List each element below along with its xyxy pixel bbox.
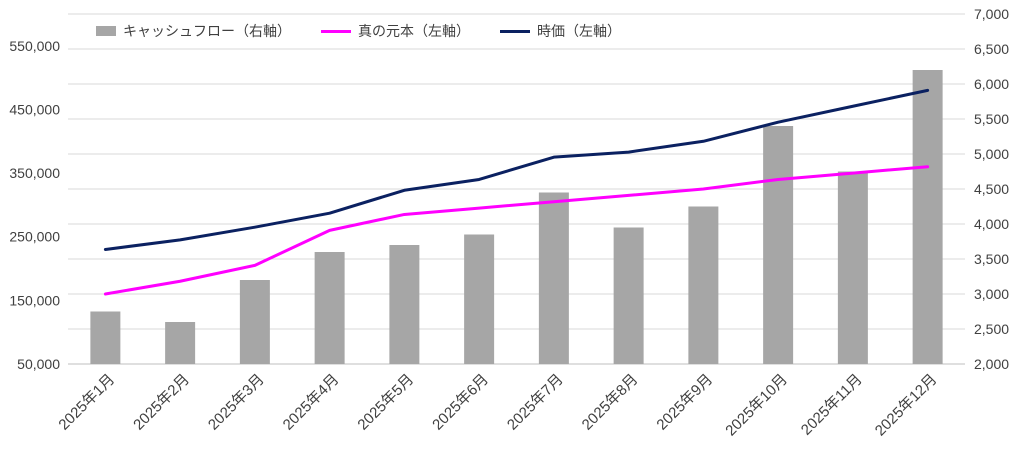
- left-axis-tick-label: 250,000: [9, 229, 60, 245]
- bar-cashflow: [912, 70, 943, 364]
- bar-cashflow: [613, 227, 644, 364]
- right-axis-tick-label: 4,000: [974, 216, 1009, 232]
- x-axis-tick-label: 2025年7月: [504, 371, 567, 434]
- bar-series-swatch: [96, 26, 116, 36]
- line-market-value: [103, 88, 930, 251]
- right-axis-tick-label: 5,000: [974, 146, 1009, 162]
- legend-label-market-value: 時価（左軸）: [537, 23, 621, 39]
- legend-item-true-principal: 真の元本（左軸）: [321, 21, 470, 41]
- bar-cashflow: [837, 171, 868, 364]
- legend-item-market-value: 時価（左軸）: [500, 21, 621, 41]
- right-axis-tick-label: 6,000: [974, 76, 1009, 92]
- bar-cashflow: [464, 234, 495, 364]
- x-axis-tick-label: 2025年4月: [280, 371, 343, 434]
- bar-cashflow: [165, 322, 196, 364]
- left-axis-tick-label: 450,000: [9, 101, 60, 117]
- right-axis-tick-label: 3,000: [974, 286, 1009, 302]
- bar-cashflow: [688, 206, 719, 364]
- line-series-swatch-market-value: [500, 29, 530, 33]
- x-axis-tick-label: 2025年8月: [579, 371, 642, 434]
- x-axis-tick-label: 2025年12月: [872, 371, 941, 440]
- right-axis-tick-label: 3,500: [974, 251, 1009, 267]
- x-axis-tick-label: 2025年2月: [130, 371, 193, 434]
- x-axis-tick-label: 2025年9月: [653, 371, 716, 434]
- bar-cashflow: [389, 245, 420, 364]
- x-axis-tick-label: 2025年1月: [55, 371, 118, 434]
- bar-cashflow: [90, 311, 121, 364]
- right-axis-tick-label: 2,000: [974, 356, 1009, 372]
- right-axis-tick-label: 4,500: [974, 181, 1009, 197]
- x-axis-tick-label: 2025年6月: [429, 371, 492, 434]
- line-true-principal: [103, 165, 930, 296]
- bar-cashflow: [239, 280, 270, 364]
- line-series-swatch-principal: [321, 29, 351, 33]
- right-axis-tick-label: 6,500: [974, 41, 1009, 57]
- bar-cashflow: [538, 192, 569, 364]
- right-axis-tick-label: 2,500: [974, 321, 1009, 337]
- chart-legend: キャッシュフロー（右軸） 真の元本（左軸） 時価（左軸）: [96, 21, 621, 41]
- x-axis-tick-label: 2025年10月: [722, 371, 791, 440]
- x-axis-tick-label: 2025年3月: [205, 371, 268, 434]
- left-axis-tick-label: 150,000: [9, 292, 60, 308]
- left-axis-tick-label: 50,000: [17, 356, 60, 372]
- left-axis-tick-label: 350,000: [9, 165, 60, 181]
- bar-cashflow: [314, 252, 345, 364]
- legend-label-true-principal: 真の元本（左軸）: [358, 23, 470, 39]
- right-axis-tick-label: 7,000: [974, 6, 1009, 22]
- legend-label-cashflow: キャッシュフロー（右軸）: [123, 23, 291, 39]
- bar-cashflow: [763, 126, 794, 364]
- legend-item-cashflow: キャッシュフロー（右軸）: [96, 21, 291, 41]
- x-axis-tick-label: 2025年11月: [798, 371, 866, 439]
- x-axis-tick-label: 2025年5月: [354, 371, 417, 434]
- right-axis-tick-label: 5,500: [974, 111, 1009, 127]
- left-axis-tick-label: 550,000: [9, 38, 60, 54]
